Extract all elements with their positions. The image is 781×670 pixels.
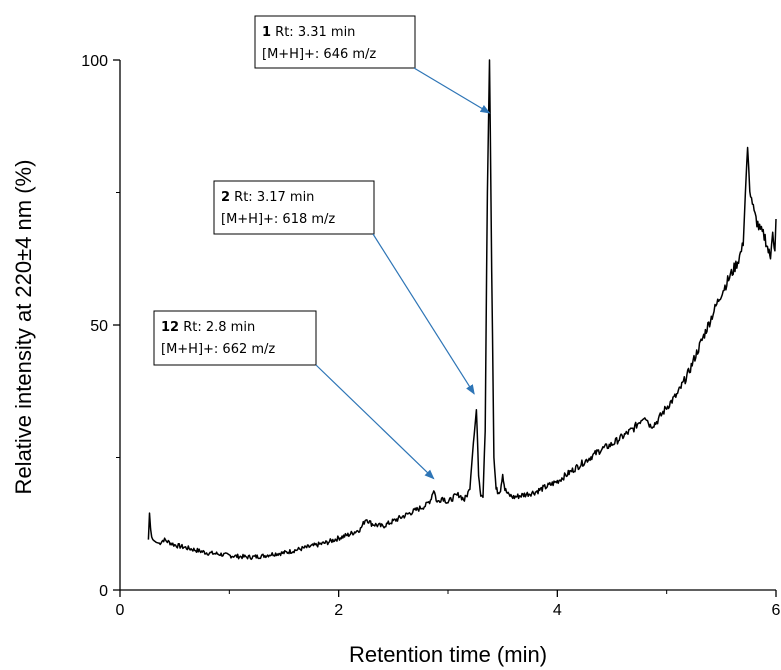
- annotation-arrow: [413, 67, 491, 114]
- annotation-rt: Rt: 2.8 min: [179, 320, 255, 335]
- annotation-arrow: [372, 233, 475, 395]
- annotation-compound-number: 12: [161, 320, 179, 335]
- chromatogram-trace: [147, 59, 777, 561]
- annotation-rt: Rt: 3.17 min: [230, 190, 314, 205]
- annotation-mz-label: [M+H]+: 662 m/z: [161, 342, 275, 357]
- annotation-box: [213, 180, 375, 235]
- x-tick-label: 6: [772, 602, 781, 619]
- annotations: 1 Rt: 3.31 min [M+H]+: 646 m/z 2 Rt: 3.17 …: [153, 15, 491, 480]
- annotation-compound-number: 1: [262, 25, 271, 40]
- annotation-box: [153, 310, 317, 366]
- annotation-compound-number: 2: [221, 190, 230, 205]
- x-tick-label: 2: [334, 602, 343, 619]
- annotation-rt-label: 2 Rt: 3.17 min: [221, 190, 314, 205]
- x-tick-label: 4: [553, 602, 562, 619]
- annotation-arrow: [315, 364, 435, 480]
- y-axis-title: Relative intensity at 220±4 nm (%): [11, 160, 36, 495]
- annotation-rt: Rt: 3.31 min: [271, 25, 355, 40]
- axes: 0 2 4 6 0 50 100: [81, 53, 780, 619]
- y-tick-label: 0: [99, 583, 108, 600]
- y-tick-label: 50: [90, 318, 108, 335]
- x-tick-label: 0: [116, 602, 125, 619]
- annotation-mz-label: [M+H]+: 618 m/z: [221, 212, 335, 227]
- annotation-box: [254, 15, 416, 69]
- annotation-rt-label: 12 Rt: 2.8 min: [161, 320, 255, 335]
- annotation-rt-label: 1 Rt: 3.31 min: [262, 25, 355, 40]
- y-tick-label: 100: [81, 53, 108, 70]
- annotation-mz-label: [M+H]+: 646 m/z: [262, 47, 376, 62]
- x-axis-title: Retention time (min): [349, 642, 547, 667]
